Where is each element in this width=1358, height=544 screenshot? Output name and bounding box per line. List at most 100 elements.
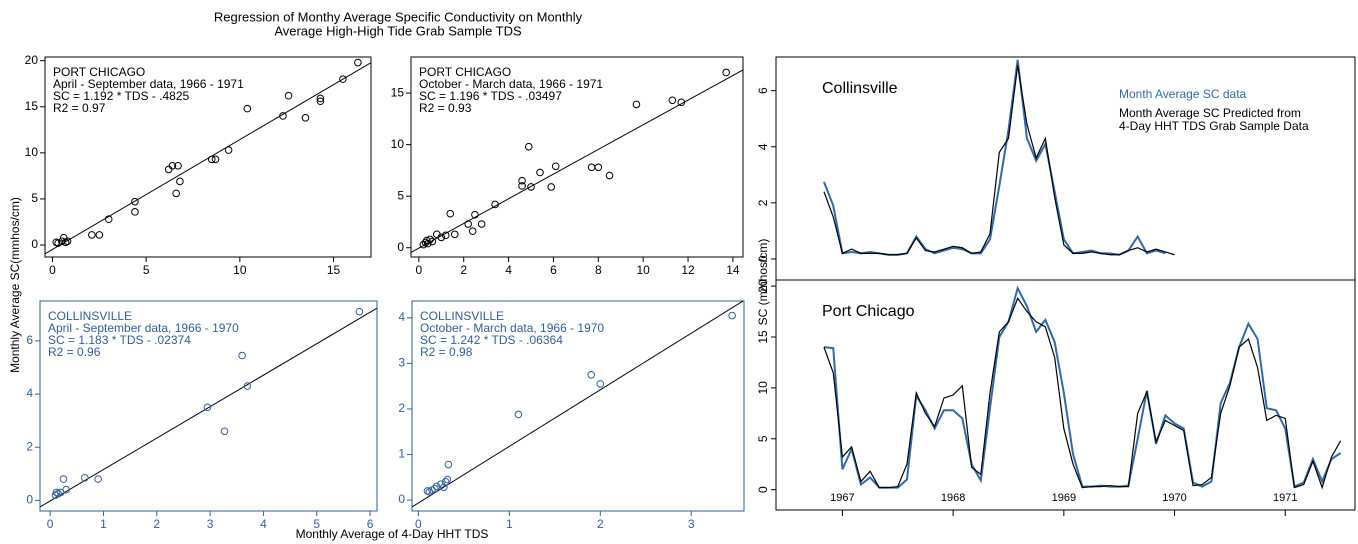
x-tick-label: 1971 <box>1273 492 1297 504</box>
point <box>52 488 61 497</box>
legend-entry: Month Average SC data <box>1119 87 1247 101</box>
point <box>94 475 102 483</box>
x-tick-label: 3 <box>688 517 695 531</box>
annotation: COLLINSVILLE <box>48 309 132 323</box>
point <box>279 112 287 120</box>
y-tick-label: 10 <box>391 137 405 151</box>
point <box>59 475 68 483</box>
annotation: R2 = 0.96 <box>48 345 101 359</box>
point <box>728 311 736 320</box>
regression-line <box>412 301 744 508</box>
point <box>58 237 66 246</box>
point <box>238 351 246 360</box>
point <box>432 482 441 491</box>
x-tick-label: 1970 <box>1162 492 1186 504</box>
point <box>444 460 453 469</box>
y-tick-label: 6 <box>26 333 33 347</box>
point <box>168 161 177 170</box>
annotation: October - March data, 1966 - 1970 <box>420 321 604 335</box>
legend-entry: Month Average SC Predicted from 4-Day HH… <box>1119 106 1309 133</box>
point <box>284 91 293 100</box>
point <box>551 162 560 171</box>
point <box>668 96 677 105</box>
annotation: R2 = 0.97 <box>53 101 106 115</box>
annotation: SC = 1.242 * TDS - .06364 <box>420 333 563 347</box>
y-tick-label: 20 <box>25 53 39 67</box>
y-tick-label: 0 <box>26 493 33 507</box>
annotation: April - September data, 1966 - 1970 <box>48 321 239 335</box>
x-tick-label: 2 <box>153 517 160 531</box>
point <box>632 100 641 109</box>
y-tick-label: 0 <box>31 237 38 251</box>
x-tick-label: 12 <box>681 263 695 277</box>
point <box>527 183 535 191</box>
y-tick-label: 4 <box>756 143 770 150</box>
y-tick-label: 15 <box>391 85 405 99</box>
point <box>722 68 730 77</box>
point <box>426 235 434 244</box>
y-tick-label: 0 <box>397 240 404 254</box>
annotation: COLLINSVILLE <box>420 309 504 323</box>
panel-label: Collinsville <box>822 80 898 97</box>
regression-line <box>40 307 377 508</box>
x-tick-label: 15 <box>327 263 341 277</box>
x-tick-label: 0 <box>416 263 423 277</box>
y-tick-label: 6 <box>756 87 770 94</box>
annotation: SC = 1.183 * TDS - .02374 <box>48 333 191 347</box>
y-tick-label: 15 <box>756 330 770 344</box>
x-tick-label: 10 <box>636 263 650 277</box>
point <box>88 231 96 239</box>
point <box>172 189 180 198</box>
x-tick-label: 0 <box>47 517 54 531</box>
point <box>176 177 184 186</box>
plot-frame <box>411 300 745 512</box>
annotation: SC = 1.196 * TDS - .03497 <box>419 89 562 103</box>
x-tick-label: 8 <box>595 263 602 277</box>
point <box>437 233 446 242</box>
point <box>95 231 104 239</box>
point <box>131 208 139 216</box>
point <box>301 114 310 122</box>
point <box>594 163 603 172</box>
point <box>441 478 450 486</box>
chart-title: Average High-High Tide Grab Sample TDS <box>274 23 522 38</box>
point <box>243 382 252 390</box>
y-tick-label: 10 <box>756 381 770 395</box>
annotation: R2 = 0.93 <box>419 101 472 115</box>
x-tick-label: 1968 <box>941 492 965 504</box>
x-tick-label: 2 <box>597 517 604 531</box>
plot-frame <box>44 56 372 258</box>
point <box>63 237 72 246</box>
y-tick-label: 0 <box>756 255 770 262</box>
annotation: PORT CHICAGO <box>419 65 511 79</box>
regression-line <box>45 62 371 255</box>
y-tick-label: 5 <box>756 435 770 442</box>
point <box>440 483 448 492</box>
y-tick-label: 4 <box>26 386 33 400</box>
x-tick-label: 5 <box>143 263 150 277</box>
x-tick-label: 0 <box>49 263 56 277</box>
x-tick-label: 0 <box>415 517 422 531</box>
x-tick-label: 3 <box>207 517 214 531</box>
point <box>441 231 450 240</box>
y-tick-label: 0 <box>398 492 405 506</box>
point <box>428 237 437 246</box>
y-tick-label: 10 <box>25 145 39 159</box>
point <box>587 370 595 379</box>
annotation: R2 = 0.98 <box>420 345 473 359</box>
plot-frame <box>39 300 378 512</box>
y-tick-label: 4 <box>398 310 405 324</box>
y-tick-label: 20 <box>756 279 770 293</box>
annotation: April - September data, 1966 - 1971 <box>53 77 244 91</box>
point <box>164 165 173 174</box>
annotation: SC = 1.192 * TDS - .4825 <box>53 89 190 103</box>
point <box>677 98 686 107</box>
point <box>220 427 229 436</box>
x-tick-label: 6 <box>550 263 557 277</box>
y-tick-label: 5 <box>31 191 38 205</box>
point <box>446 209 455 218</box>
point <box>211 155 220 164</box>
y-tick-label: 0 <box>756 486 770 493</box>
